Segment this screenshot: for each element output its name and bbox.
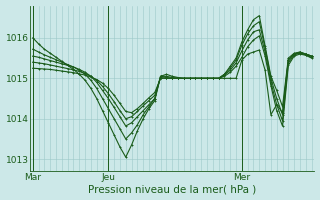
X-axis label: Pression niveau de la mer( hPa ): Pression niveau de la mer( hPa ) <box>88 184 256 194</box>
